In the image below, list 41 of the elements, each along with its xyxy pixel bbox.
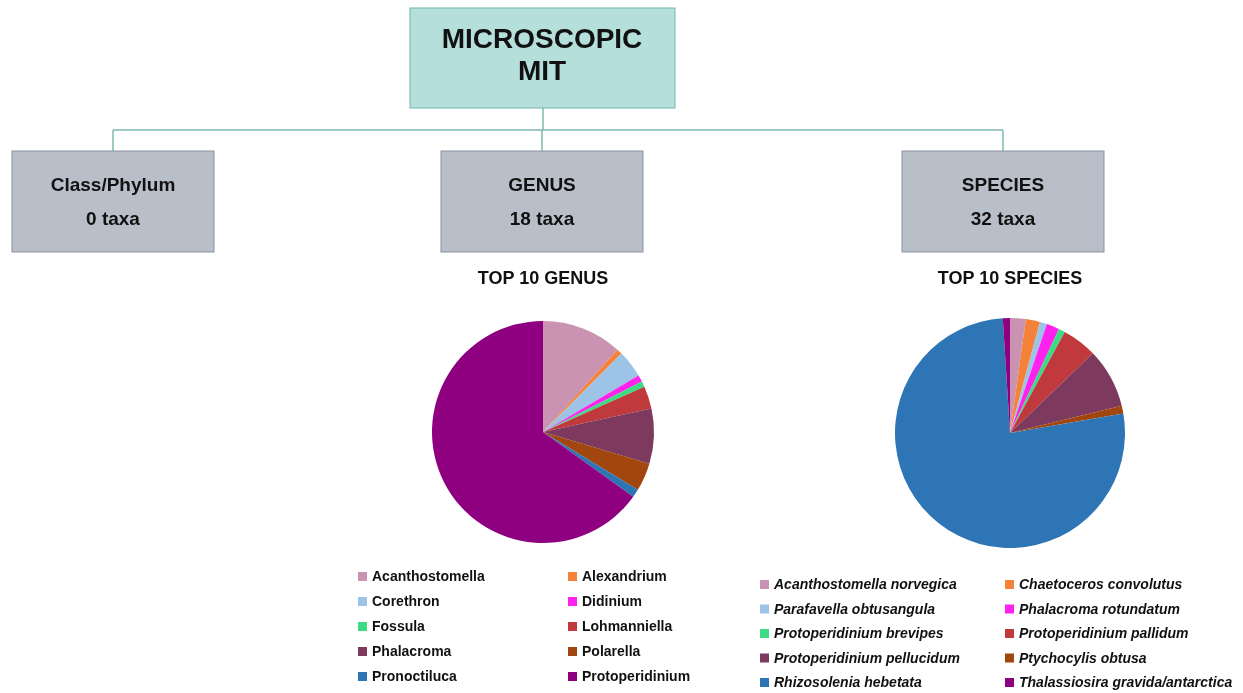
pie-slice: [432, 321, 634, 543]
legend-label: Protoperidinium pellucidum: [774, 649, 960, 666]
pie-slice: [543, 432, 638, 497]
text: 0 taxa: [86, 208, 141, 229]
pie-slice: [543, 386, 652, 432]
legend-label: Chaetoceros convolutus: [1019, 576, 1183, 592]
legend-label: Lohmanniella: [582, 618, 673, 634]
text: GENUS: [508, 174, 576, 195]
legend-label: Rhizosolenia hebetata: [774, 674, 923, 690]
legend-label: Didinium: [582, 593, 642, 609]
pie-slice: [1010, 353, 1122, 433]
text: MICROSCOPIC MIT: [441, 23, 643, 86]
legend-label: Phalacroma rotundatum: [1019, 600, 1181, 617]
text: 32 taxa: [970, 208, 1036, 229]
legend-label: Pronoctiluca: [372, 668, 458, 684]
pie-slice: [543, 321, 618, 432]
text: 18 taxa: [509, 208, 575, 229]
legend-label: Fossula: [372, 618, 426, 634]
chart-title: TOP 10 GENUS: [477, 268, 609, 288]
pie-slice: [1010, 319, 1040, 433]
pie-slice: [543, 353, 639, 432]
legend-label: Protoperidinium pallidum: [1019, 625, 1189, 641]
pie-slice: [543, 432, 650, 490]
pie-slice: [1010, 331, 1093, 433]
text: SPECIES: [961, 174, 1045, 195]
legend-label: Protoperidinium: [582, 668, 691, 684]
chart-title: TOP 10 SPECIES: [937, 268, 1083, 288]
legend-label: Polarella: [582, 643, 641, 659]
legend-label: Protoperidinium brevipes: [774, 625, 944, 641]
legend-label: Alexandrium: [582, 568, 667, 584]
legend-label: Acanthostomella: [372, 568, 486, 584]
text: Class/Phylum: [50, 174, 176, 195]
legend-label: Corethron: [372, 593, 440, 609]
legend-label: Parafavella obtusangula: [774, 600, 936, 617]
legend-label: Thalassiosira gravida/antarctica: [1019, 674, 1233, 690]
legend-label: Ptychocylis obtusa: [1019, 649, 1147, 666]
legend-label: Phalacroma: [372, 643, 452, 659]
pie-slice: [543, 408, 654, 464]
pie-slice: [895, 318, 1125, 548]
pie-slice: [1010, 405, 1124, 433]
legend-label: Acanthostomella norvegica: [773, 576, 958, 592]
